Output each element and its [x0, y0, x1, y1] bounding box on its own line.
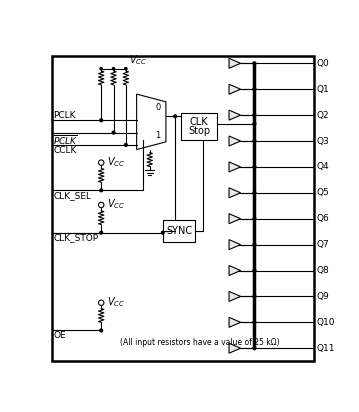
Circle shape [253, 88, 256, 91]
Text: $\overline{PCLK}$: $\overline{PCLK}$ [53, 133, 79, 147]
Polygon shape [229, 136, 241, 146]
Circle shape [253, 122, 256, 125]
Text: Q6: Q6 [316, 214, 329, 223]
Circle shape [98, 160, 104, 165]
Text: $V_{CC}$: $V_{CC}$ [107, 295, 125, 309]
Text: Stop: Stop [188, 126, 210, 136]
Text: $V_{CC}$: $V_{CC}$ [129, 53, 147, 67]
Text: Q7: Q7 [316, 240, 329, 249]
Text: Q3: Q3 [316, 136, 329, 145]
Circle shape [100, 119, 103, 122]
Circle shape [100, 68, 102, 70]
Circle shape [174, 115, 177, 118]
Circle shape [253, 269, 256, 272]
Polygon shape [229, 110, 241, 120]
Circle shape [100, 189, 103, 192]
Text: CLK: CLK [190, 117, 208, 127]
Text: Q1: Q1 [316, 85, 329, 94]
Text: $V_{CC}$: $V_{CC}$ [107, 155, 125, 169]
Text: Q10: Q10 [316, 318, 335, 327]
Text: 0: 0 [155, 103, 161, 112]
Circle shape [125, 68, 127, 70]
Text: CCLK: CCLK [53, 146, 77, 154]
Polygon shape [137, 94, 166, 150]
Circle shape [253, 166, 256, 168]
Circle shape [98, 202, 104, 208]
Circle shape [162, 231, 164, 234]
Circle shape [253, 295, 256, 298]
Text: Q11: Q11 [316, 344, 335, 353]
Polygon shape [229, 84, 241, 94]
Text: OE: OE [53, 331, 66, 340]
Text: CLK_SEL: CLK_SEL [53, 191, 92, 200]
Text: (All input resistors have a value of 25 kΩ): (All input resistors have a value of 25 … [120, 338, 279, 347]
Polygon shape [229, 265, 241, 276]
Polygon shape [229, 188, 241, 198]
Polygon shape [229, 317, 241, 327]
Circle shape [253, 140, 256, 143]
Text: Q4: Q4 [316, 162, 329, 171]
Circle shape [253, 217, 256, 220]
Text: PCLK: PCLK [53, 110, 76, 119]
Circle shape [98, 300, 104, 305]
Polygon shape [229, 214, 241, 224]
Polygon shape [229, 291, 241, 302]
Polygon shape [229, 162, 241, 172]
Bar [181, 112, 217, 140]
Text: Q5: Q5 [316, 188, 329, 197]
Text: CLK_STOP: CLK_STOP [53, 234, 99, 243]
Circle shape [253, 62, 256, 65]
Polygon shape [229, 58, 241, 68]
Bar [163, 220, 195, 242]
Text: Q0: Q0 [316, 59, 329, 68]
Circle shape [100, 329, 103, 332]
Text: SYNC: SYNC [166, 226, 192, 236]
Circle shape [253, 192, 256, 194]
Circle shape [253, 243, 256, 246]
Text: Q8: Q8 [316, 266, 329, 275]
Text: 1: 1 [155, 131, 161, 140]
Circle shape [253, 347, 256, 350]
Circle shape [253, 321, 256, 324]
Circle shape [112, 68, 115, 70]
Circle shape [253, 114, 256, 117]
Circle shape [100, 231, 103, 234]
Circle shape [112, 131, 115, 134]
Text: Q9: Q9 [316, 292, 329, 301]
Circle shape [125, 143, 127, 146]
Text: Q2: Q2 [316, 110, 329, 119]
Polygon shape [229, 240, 241, 250]
Polygon shape [229, 343, 241, 353]
Text: $V_{CC}$: $V_{CC}$ [107, 197, 125, 211]
